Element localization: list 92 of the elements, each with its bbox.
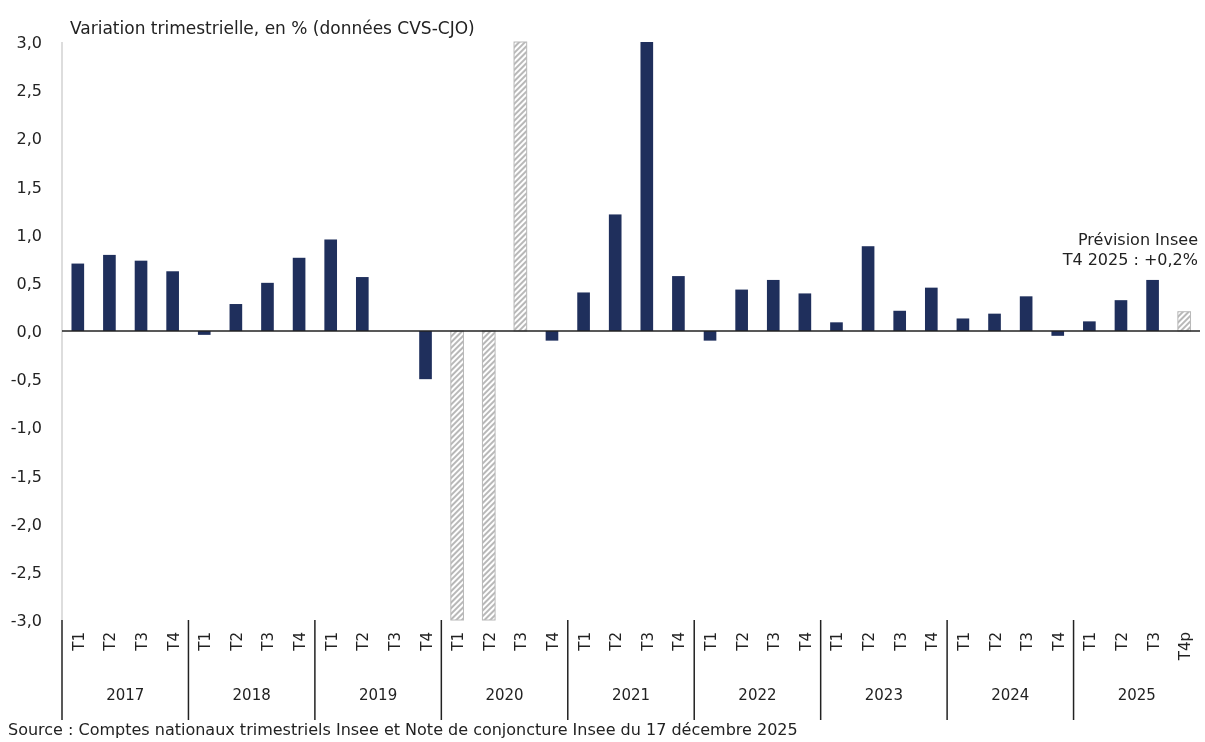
x-tick-label: T2 [227, 632, 246, 652]
chart-subtitle: Variation trimestrielle, en % (données CVS-CJO) [70, 18, 475, 38]
y-tick-label: -1,0 [10, 418, 42, 438]
bar [861, 246, 875, 331]
x-tick-label: T1 [954, 632, 973, 652]
bar [893, 310, 907, 331]
bar [798, 293, 812, 331]
text: 2021 [611, 686, 651, 704]
bar [924, 287, 938, 331]
x-tick-label: T1 [322, 632, 341, 652]
x-tick-label: T2 [733, 632, 752, 652]
text: 2020 [485, 686, 524, 704]
bar [513, 41, 528, 332]
y-tick-label: -3,0 [10, 611, 42, 630]
x-tick-label: T3 [133, 632, 152, 652]
x-tick-label: T4p [1176, 632, 1195, 662]
bar [608, 214, 622, 331]
x-tick-label: T3 [891, 632, 910, 652]
y-tick-label: 2,0 [16, 129, 42, 149]
y-tick-label: 1,5 [16, 177, 42, 197]
x-tick-label: T4 [670, 632, 689, 652]
y-tick-label: 2,5 [16, 81, 42, 101]
y-tick-label: 0,0 [16, 322, 42, 341]
bar [577, 292, 590, 331]
y-tick-label: -2,0 [10, 514, 42, 534]
text: 2025 [1117, 686, 1156, 704]
x-tick-label: T1 [196, 632, 215, 652]
bar [355, 277, 369, 331]
x-tick-label: T1 [828, 632, 847, 652]
bar [640, 42, 654, 331]
bar [166, 271, 179, 331]
x-tick-label: T4 [291, 632, 310, 652]
bar [1083, 321, 1096, 331]
text: 2017 [106, 686, 145, 704]
bar [672, 276, 685, 331]
x-tick-label: T1 [1081, 632, 1100, 652]
bar [229, 304, 243, 331]
x-tick-label: T2 [354, 632, 373, 652]
bar [261, 282, 274, 331]
y-tick-label: -0,5 [10, 370, 42, 390]
text: 2022 [738, 686, 777, 704]
bar [1177, 311, 1192, 332]
source-note: Source : Comptes nationaux trimestriels Insee et Note de conjoncture Insee du 17 décembre 2025 [8, 720, 798, 739]
text: 2023 [864, 686, 903, 704]
x-tick-label: T3 [1018, 632, 1037, 652]
y-tick-label: 3,0 [16, 33, 42, 52]
x-tick-label: T2 [101, 632, 120, 652]
x-tick-label: T2 [607, 632, 626, 652]
bar [1019, 296, 1033, 331]
bar [956, 318, 970, 331]
bar [324, 239, 338, 331]
x-tick-label: T3 [385, 632, 404, 652]
bar [450, 330, 464, 621]
x-tick-label: T3 [1144, 632, 1163, 652]
annotation: Prévision Insee T4 2025 : +0,2% [1061, 230, 1198, 269]
x-tick-label: T3 [512, 632, 531, 652]
x-tick-label: T1 [69, 632, 88, 652]
x-tick-label: T2 [480, 632, 499, 652]
bar [134, 260, 148, 331]
bar [766, 279, 780, 331]
x-tick-label: T4 [923, 632, 942, 652]
x-tick-label: T3 [259, 632, 278, 652]
x-tick-label: T1 [575, 632, 594, 652]
x-tick-label: T3 [765, 632, 784, 652]
x-tick-label: T4 [164, 632, 183, 652]
bar [71, 263, 85, 331]
bar [1146, 279, 1159, 331]
x-tick-label: T1 [702, 632, 721, 652]
x-tick-label: T2 [860, 632, 879, 652]
y-tick-label: 0,5 [16, 273, 42, 293]
text: 2019 [359, 686, 398, 704]
text: 2024 [991, 686, 1030, 704]
x-tick-label: T1 [449, 632, 468, 652]
bar [735, 289, 748, 331]
bar [988, 313, 1001, 331]
bar [103, 254, 116, 331]
x-tick-label: T2 [1112, 632, 1131, 652]
bar [292, 257, 306, 331]
bar [1114, 300, 1128, 331]
y-tick-label: -1,5 [10, 466, 42, 486]
bar [481, 330, 496, 621]
text: 2018 [232, 686, 271, 704]
x-tick-label: T4 [1049, 632, 1068, 652]
x-tick-label: T2 [986, 632, 1005, 652]
x-tick-label: T4 [543, 632, 562, 652]
x-tick-label: T4 [417, 632, 436, 652]
y-tick-label: 1,0 [16, 225, 42, 245]
bar [830, 322, 843, 331]
bar [419, 331, 432, 380]
x-tick-label: T3 [638, 632, 657, 652]
x-tick-label: T4 [796, 632, 815, 652]
y-tick-label: -2,5 [10, 562, 42, 582]
